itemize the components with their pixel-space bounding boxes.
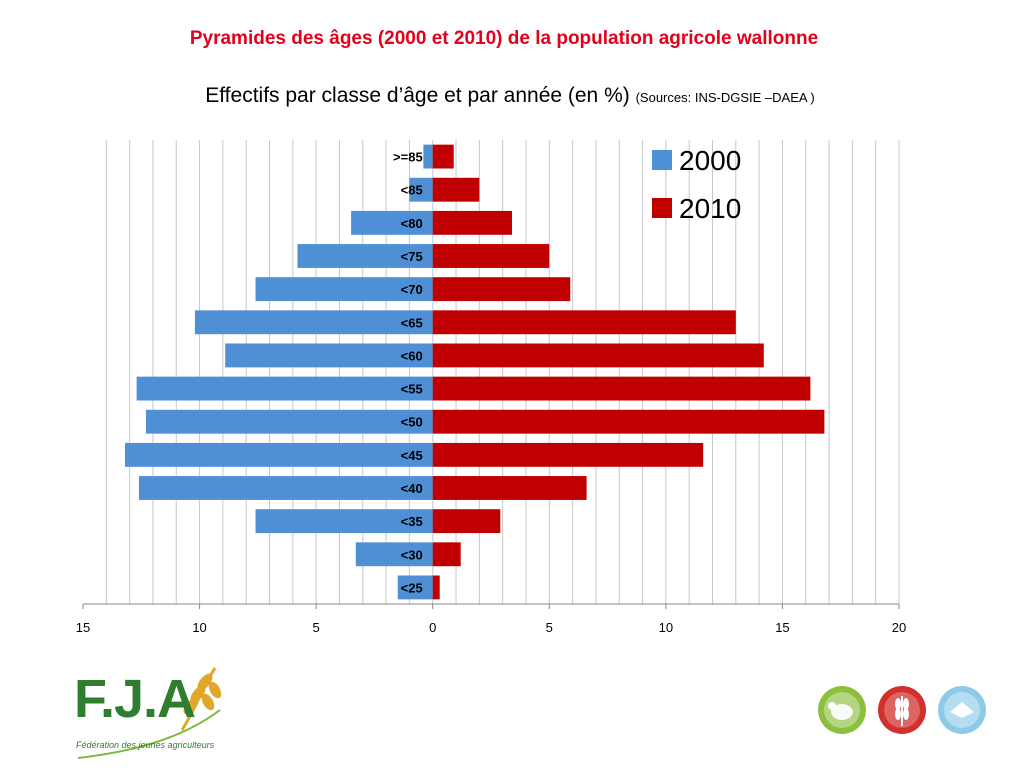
bar-2010 <box>432 177 480 202</box>
bar-2000 <box>145 409 433 434</box>
category-label: <65 <box>401 315 423 330</box>
legend-label: 2000 <box>679 145 741 176</box>
legend-swatch <box>652 150 672 170</box>
category-label: <55 <box>401 382 423 397</box>
bar-2000 <box>355 542 433 567</box>
x-tick-label: 15 <box>76 620 90 635</box>
x-tick-label: 0 <box>429 620 436 635</box>
category-label: <80 <box>401 216 423 231</box>
bar-2010 <box>432 310 736 335</box>
category-label: <75 <box>401 249 423 264</box>
bar-2010 <box>432 144 454 169</box>
x-tick-label: 5 <box>546 620 553 635</box>
category-label: <60 <box>401 348 423 363</box>
bar-2000 <box>351 210 433 235</box>
wheat-badge-icon <box>878 686 926 734</box>
bar-2010 <box>432 476 587 500</box>
bar-2000 <box>138 476 433 500</box>
sheep-badge-icon <box>818 686 866 734</box>
category-label: <50 <box>401 415 423 430</box>
partner-badges <box>818 686 990 738</box>
category-label: <30 <box>401 547 423 562</box>
bar-2010 <box>432 542 461 567</box>
bar-2000 <box>225 343 433 368</box>
bar-2000 <box>124 442 433 467</box>
bar-2010 <box>432 277 571 302</box>
source-note: (Sources: INS-DGSIE –DAEA ) <box>635 90 815 105</box>
bar-2000 <box>194 310 433 335</box>
x-tick-label: 20 <box>892 620 906 635</box>
cow-badge-icon <box>938 686 986 734</box>
category-label: <35 <box>401 514 423 529</box>
category-label: <25 <box>401 580 423 595</box>
logo-tagline: Fédération des jeunes agriculteurs <box>76 740 215 750</box>
bar-2010 <box>432 244 550 268</box>
logo-text: F.J.A <box>74 669 196 729</box>
bar-2010 <box>432 442 704 467</box>
x-tick-label: 15 <box>775 620 789 635</box>
bar-2000 <box>255 509 433 534</box>
bar-2000 <box>136 376 433 401</box>
chart-title: Pyramides des âges (2000 et 2010) de la … <box>189 28 819 49</box>
bar-2000 <box>409 177 433 202</box>
category-label: <70 <box>401 282 423 297</box>
bar-2010 <box>432 509 501 534</box>
bar-2010 <box>432 343 764 368</box>
bar-2010 <box>432 376 811 401</box>
x-tick-label: 5 <box>313 620 320 635</box>
fja-logo: F.J.A Fédération des jeunes agriculteurs <box>70 660 240 760</box>
chart-subtitle: Effectifs par classe d’âge et par année … <box>0 84 1020 108</box>
bar-2000 <box>423 144 433 169</box>
legend-label: 2010 <box>679 193 741 224</box>
category-label: <45 <box>401 448 423 463</box>
legend-swatch <box>652 198 672 218</box>
category-label: >=85 <box>393 150 423 165</box>
bar-2000 <box>255 277 433 302</box>
subtitle-text: Effectifs par classe d’âge et par année … <box>205 84 630 107</box>
bar-2000 <box>397 575 433 600</box>
x-tick-label: 10 <box>192 620 206 635</box>
wheat-logo-icon <box>77 667 222 759</box>
x-tick-label: 10 <box>659 620 673 635</box>
category-label: <40 <box>401 481 423 496</box>
bar-2010 <box>432 409 825 434</box>
bar-2010 <box>432 210 512 235</box>
bar-2000 <box>297 244 433 268</box>
category-label: <85 <box>401 183 423 198</box>
bar-2010 <box>432 575 440 600</box>
